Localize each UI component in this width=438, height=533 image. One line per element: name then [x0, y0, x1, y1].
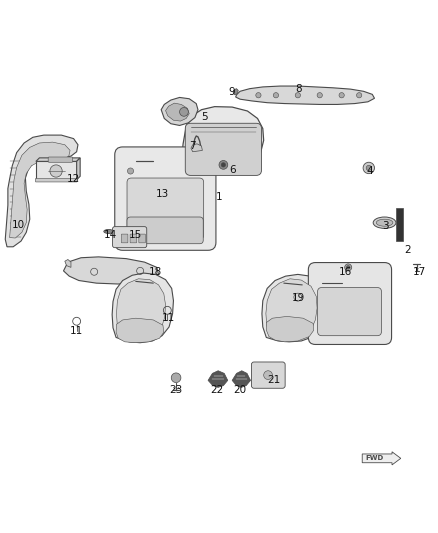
Text: 17: 17 [413, 266, 426, 277]
Polygon shape [191, 144, 202, 152]
Polygon shape [182, 107, 264, 173]
Bar [396, 208, 403, 241]
Text: 6: 6 [229, 165, 236, 175]
FancyBboxPatch shape [121, 234, 128, 243]
Polygon shape [232, 371, 251, 387]
Ellipse shape [373, 217, 396, 229]
Polygon shape [112, 273, 173, 343]
Circle shape [180, 108, 188, 116]
Circle shape [256, 93, 261, 98]
Text: 16: 16 [339, 266, 352, 277]
Circle shape [219, 160, 228, 169]
FancyBboxPatch shape [115, 147, 216, 251]
Text: 13: 13 [156, 189, 170, 199]
Text: 8: 8 [295, 84, 302, 94]
Polygon shape [262, 274, 325, 342]
Circle shape [295, 93, 300, 98]
FancyBboxPatch shape [251, 362, 285, 388]
Polygon shape [233, 88, 238, 95]
Circle shape [221, 163, 226, 167]
Circle shape [345, 264, 352, 271]
FancyBboxPatch shape [185, 123, 261, 175]
Circle shape [346, 265, 350, 269]
Polygon shape [10, 142, 70, 238]
Circle shape [264, 371, 272, 379]
Text: 9: 9 [229, 87, 236, 97]
Polygon shape [65, 260, 71, 268]
Circle shape [273, 93, 279, 98]
FancyBboxPatch shape [48, 157, 73, 162]
Text: FWD: FWD [365, 455, 384, 462]
Text: 23: 23 [170, 385, 183, 395]
FancyBboxPatch shape [113, 227, 147, 248]
FancyBboxPatch shape [127, 178, 204, 239]
Text: 22: 22 [210, 385, 223, 395]
FancyBboxPatch shape [127, 217, 203, 244]
Text: 11: 11 [162, 313, 175, 323]
Circle shape [357, 93, 362, 98]
Polygon shape [116, 318, 164, 343]
Polygon shape [36, 161, 77, 180]
FancyBboxPatch shape [35, 179, 77, 182]
Polygon shape [266, 317, 314, 342]
Polygon shape [166, 103, 189, 121]
Circle shape [363, 162, 374, 174]
Circle shape [366, 165, 371, 171]
Text: 1: 1 [215, 192, 223, 203]
Polygon shape [236, 86, 374, 104]
Polygon shape [77, 158, 80, 180]
Polygon shape [208, 371, 228, 387]
Text: 3: 3 [382, 221, 389, 231]
Text: 19: 19 [292, 293, 305, 303]
Polygon shape [64, 257, 159, 284]
FancyArrow shape [362, 452, 401, 465]
Polygon shape [161, 98, 198, 125]
Polygon shape [36, 158, 80, 161]
Polygon shape [5, 135, 78, 247]
Ellipse shape [104, 230, 113, 233]
Text: 18: 18 [149, 266, 162, 277]
Text: 4: 4 [367, 166, 374, 176]
Text: 20: 20 [233, 385, 247, 395]
Circle shape [317, 93, 322, 98]
Circle shape [127, 168, 134, 174]
FancyBboxPatch shape [130, 234, 137, 243]
Text: 12: 12 [67, 174, 80, 184]
FancyBboxPatch shape [318, 287, 381, 336]
Text: 2: 2 [404, 245, 411, 255]
Circle shape [50, 165, 62, 177]
Polygon shape [266, 279, 317, 341]
Text: 11: 11 [70, 326, 83, 336]
Text: 10: 10 [12, 220, 25, 230]
Polygon shape [193, 129, 251, 158]
Text: 15: 15 [129, 230, 142, 240]
Text: 7: 7 [189, 141, 196, 151]
Circle shape [339, 93, 344, 98]
Ellipse shape [376, 219, 393, 226]
FancyBboxPatch shape [308, 263, 392, 344]
Polygon shape [187, 123, 256, 162]
Polygon shape [117, 279, 166, 340]
FancyBboxPatch shape [139, 234, 145, 243]
Text: 14: 14 [104, 230, 117, 240]
Circle shape [171, 373, 181, 383]
Text: 5: 5 [201, 112, 208, 122]
Text: 21: 21 [267, 375, 280, 385]
